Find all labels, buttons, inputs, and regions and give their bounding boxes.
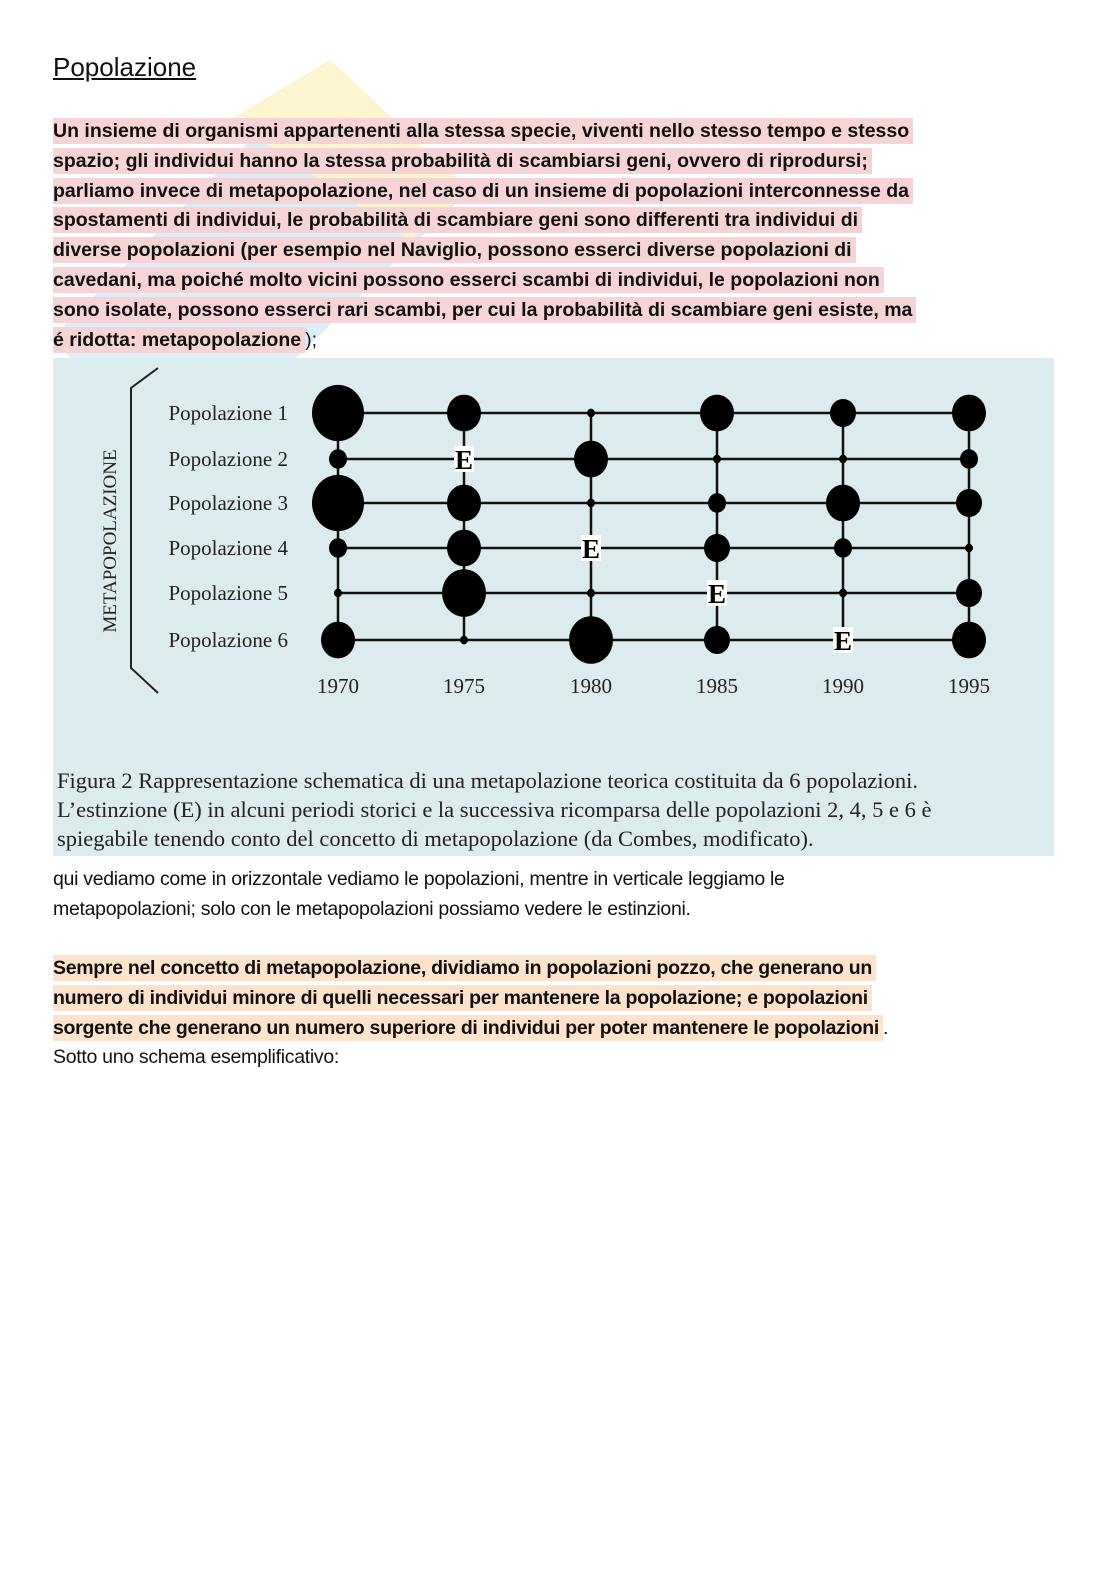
text-line: cavedani, ma poiché molto vicini possono… [53,266,916,296]
text-line: é ridotta: metapopolazione); [53,326,916,356]
population-size-dot [826,484,860,522]
population-size-dot [569,616,613,664]
bracket-line [130,367,159,694]
text-line: diverse popolazioni (per esempio nel Nav… [53,236,916,266]
extinction-mark: E [582,534,600,564]
population-label: Popolazione 4 [168,536,288,560]
highlighted-text: spazio; gli individui hanno la stessa pr… [53,147,872,174]
population-size-dot [704,625,730,655]
text-line: qui vediamo come in orizzontale vediamo … [53,868,785,890]
text-line: spazio; gli individui hanno la stessa pr… [53,147,916,177]
explanation-paragraph: qui vediamo come in orizzontale vediamo … [53,865,785,925]
population-size-dot [334,588,342,598]
highlighted-text: diverse popolazioni (per esempio nel Nav… [53,237,856,264]
text-line: Sempre nel concetto di metapopolazione, … [53,954,888,984]
population-size-dot [587,498,595,508]
schema-intro: Sotto uno schema esemplificativo: [53,1046,339,1068]
population-size-dot [312,384,364,442]
caption-line: Figura 2 Rappresentazione schematica di … [57,768,918,793]
population-size-dot [839,454,847,464]
caption-line: L’estinzione (E) in alcuni periodi stori… [57,797,932,822]
population-size-dot [713,454,721,464]
highlighted-text: Sempre nel concetto di metapopolazione, … [53,955,876,981]
text-line: numero di individui minore di quelli nec… [53,984,888,1014]
text-line: metapopolazioni; solo con le metapopolaz… [53,897,691,920]
figure-caption: Figura 2 Rappresentazione schematica di … [57,766,932,853]
year-label: 1980 [570,674,612,698]
definition-paragraph: Un insieme di organismi appartenenti all… [53,117,917,356]
population-label: Popolazione 1 [168,401,288,425]
year-label: 1970 [317,674,359,698]
population-size-dot [329,449,347,469]
population-size-dot [447,484,481,522]
text-line: Un insieme di organismi appartenenti all… [53,117,916,147]
extinction-mark: E [455,445,473,475]
text-line: spostamenti di individui, le probabilità… [53,206,916,236]
text-tail: ); [305,328,318,351]
population-size-dot [704,533,730,563]
page-title: Popolazione [53,52,197,82]
year-label: 1975 [443,674,485,698]
text-line: sorgente che generano un numero superior… [53,1014,888,1044]
population-size-dot [700,394,734,432]
metapopulation-diagram: METAPOPOLAZIONE Popolazione 1 Popolazione … [100,367,990,698]
population-size-dot [442,569,486,617]
metapopulation-figure: METAPOPOLAZIONE Popolazione 1 Popolazione … [53,358,1054,856]
population-size-dot [839,588,847,598]
population-size-dot [447,529,481,567]
population-label: Popolazione 6 [168,628,288,652]
population-size-dot [329,538,347,558]
extinction-mark: E [708,579,726,609]
text-line: parliamo invece di metapopolazione, nel … [53,177,916,207]
population-size-dot [960,449,978,469]
population-size-dot [574,440,608,478]
text-tail: . [883,1016,889,1039]
highlighted-text: é ridotta: metapopolazione [53,326,306,353]
population-size-dot [321,621,355,659]
population-size-dot [312,474,364,532]
highlighted-text: sono isolate, possono esserci rari scamb… [53,296,917,323]
highlighted-text: spostamenti di individui, le probabilità… [53,207,863,234]
extinction-mark: E [834,626,852,656]
population-size-dot [708,493,726,513]
source-sink-paragraph: Sempre nel concetto di metapopolazione, … [53,954,888,1043]
year-label: 1990 [822,674,864,698]
population-label: Popolazione 3 [168,491,288,515]
highlighted-text: numero di individui minore di quelli nec… [53,984,872,1011]
population-size-dot [956,488,982,518]
extinction-box [581,535,601,561]
population-size-dot [965,543,973,553]
highlighted-text: cavedani, ma poiché molto vicini possono… [53,266,884,293]
population-label: Popolazione 5 [168,581,288,605]
population-size-dot [830,398,856,428]
population-size-dot [447,394,481,432]
population-label: Popolazione 2 [168,447,288,471]
population-size-dot [952,394,986,432]
extinction-box [707,580,727,606]
population-size-dot [587,408,595,418]
population-size-dot [834,538,852,558]
highlighted-text: sorgente che generano un numero superior… [53,1014,884,1041]
population-size-dot [587,588,595,598]
population-size-dot [956,578,982,608]
highlighted-text: parliamo invece di metapopolazione, nel … [53,177,914,204]
highlighted-text: Un insieme di organismi appartenenti all… [53,118,914,144]
population-size-dot [952,621,986,659]
extinction-box [833,627,853,653]
year-label: 1995 [948,674,990,698]
caption-line: spiegabile tenendo conto del concetto di… [57,826,814,851]
extinction-box [454,446,474,472]
text-line: sono isolate, possono esserci rari scamb… [53,296,917,326]
metapopulation-label: METAPOPOLAZIONE [100,449,121,632]
population-size-dot [460,635,468,645]
year-label: 1985 [696,674,738,698]
